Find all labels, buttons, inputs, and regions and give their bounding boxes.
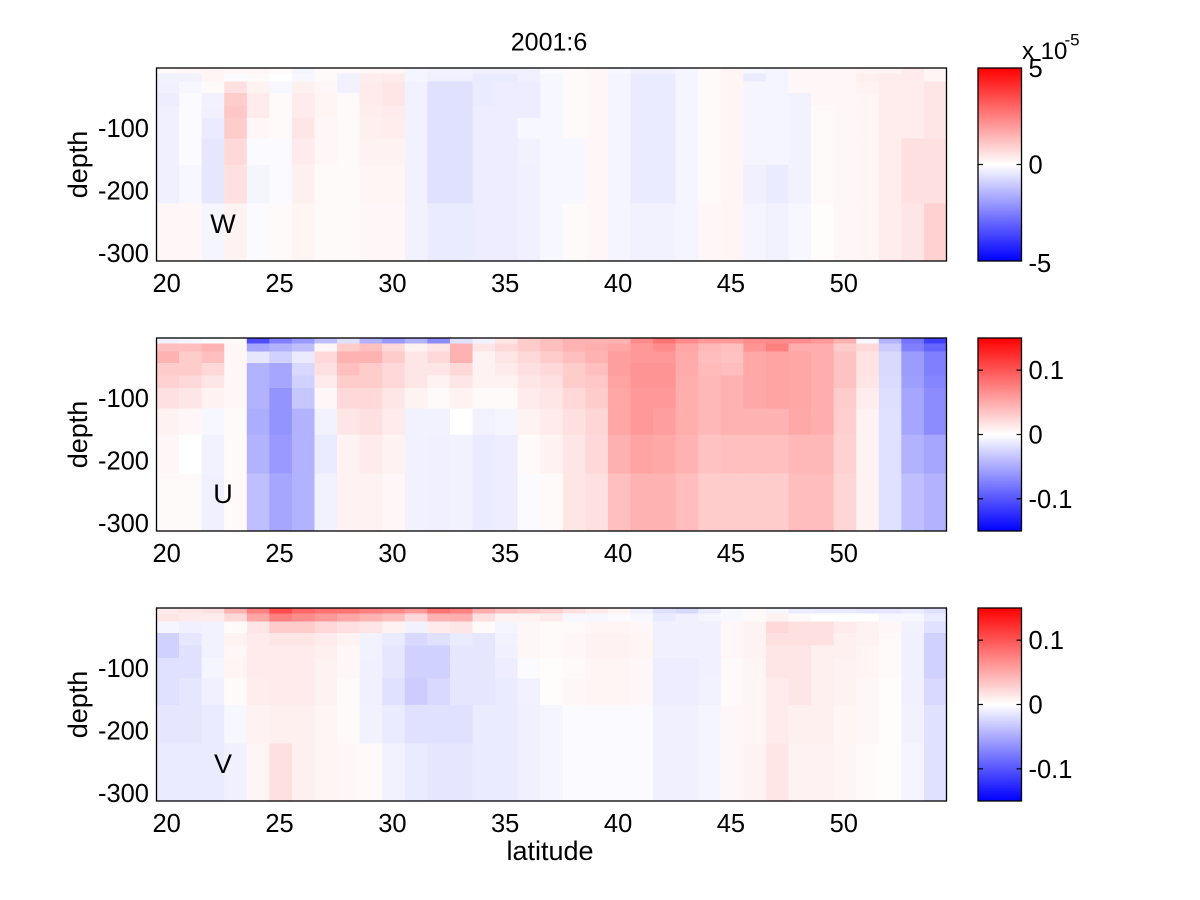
svg-text:35: 35 — [491, 270, 519, 298]
svg-text:35: 35 — [491, 810, 519, 838]
svg-text:20: 20 — [153, 540, 181, 568]
svg-text:latitude: latitude — [506, 836, 593, 866]
svg-text:40: 40 — [604, 810, 632, 838]
svg-text:35: 35 — [491, 540, 519, 568]
svg-text:50: 50 — [830, 540, 858, 568]
svg-text:-200: -200 — [98, 178, 149, 206]
svg-text:2001:6: 2001:6 — [511, 29, 587, 57]
svg-text:x 10: x 10 — [1022, 38, 1067, 65]
svg-text:-200: -200 — [98, 448, 149, 476]
svg-text:-300: -300 — [98, 510, 149, 538]
svg-text:25: 25 — [265, 270, 293, 298]
svg-text:-0.1: -0.1 — [1029, 486, 1073, 514]
svg-text:40: 40 — [604, 270, 632, 298]
svg-text:V: V — [214, 749, 232, 779]
svg-text:50: 50 — [830, 810, 858, 838]
svg-text:-100: -100 — [98, 655, 149, 683]
svg-text:20: 20 — [153, 810, 181, 838]
svg-text:-0.1: -0.1 — [1029, 756, 1073, 784]
svg-text:45: 45 — [717, 540, 745, 568]
svg-text:-100: -100 — [98, 385, 149, 413]
svg-text:depth: depth — [63, 401, 93, 469]
svg-text:-300: -300 — [98, 780, 149, 808]
svg-text:0.1: 0.1 — [1029, 357, 1064, 385]
svg-text:5: 5 — [1029, 55, 1043, 83]
svg-text:30: 30 — [378, 810, 406, 838]
svg-text:depth: depth — [63, 671, 93, 739]
svg-text:-300: -300 — [98, 240, 149, 268]
svg-text:45: 45 — [717, 810, 745, 838]
svg-text:25: 25 — [265, 810, 293, 838]
svg-text:-200: -200 — [98, 718, 149, 746]
svg-text:30: 30 — [378, 270, 406, 298]
svg-text:50: 50 — [830, 270, 858, 298]
svg-text:45: 45 — [717, 270, 745, 298]
svg-text:25: 25 — [265, 540, 293, 568]
svg-text:40: 40 — [604, 540, 632, 568]
svg-text:0: 0 — [1029, 152, 1043, 180]
svg-text:0: 0 — [1029, 422, 1043, 450]
svg-text:-5: -5 — [1029, 250, 1052, 278]
svg-text:depth: depth — [63, 131, 93, 199]
svg-text:W: W — [210, 209, 236, 239]
svg-text:U: U — [213, 479, 233, 509]
svg-text:-5: -5 — [1065, 31, 1080, 50]
svg-text:30: 30 — [378, 540, 406, 568]
svg-text:0: 0 — [1029, 692, 1043, 720]
svg-text:-100: -100 — [98, 115, 149, 143]
svg-text:0.1: 0.1 — [1029, 627, 1064, 655]
svg-text:20: 20 — [153, 270, 181, 298]
